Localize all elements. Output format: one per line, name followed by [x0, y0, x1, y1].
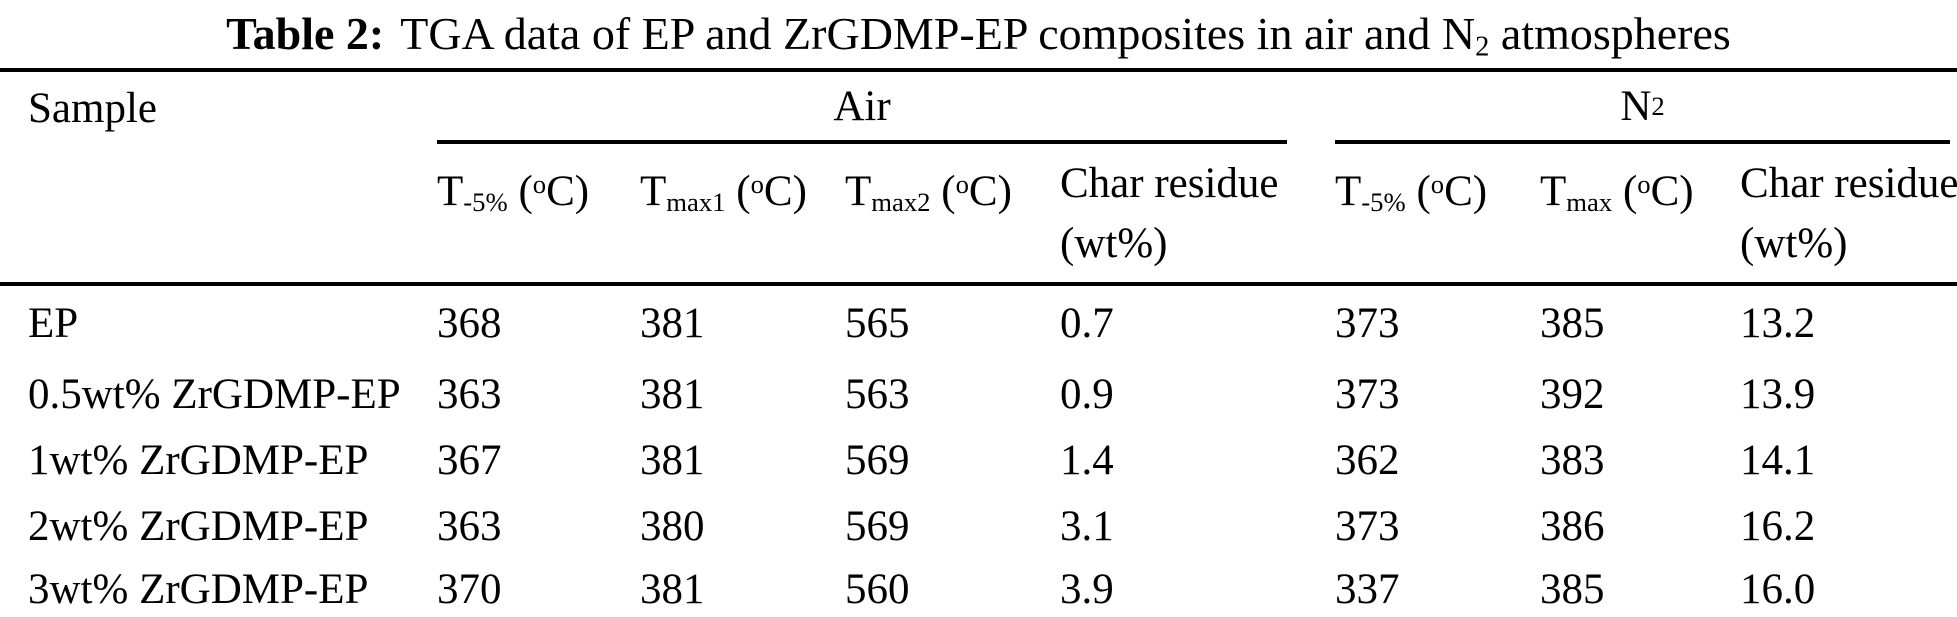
header-tmax-n2: Tmax (oC)	[1540, 148, 1741, 286]
value-cell: 381	[640, 436, 705, 484]
value-cell: 337	[1335, 565, 1400, 613]
value-cell: 373	[1335, 300, 1400, 347]
value-cell: 3.1	[1060, 502, 1114, 550]
table-row: 3wt% ZrGDMP-EP 370 381 560 3.9 337 385 1…	[0, 559, 1957, 617]
sample-cell: 1wt% ZrGDMP-EP	[28, 436, 369, 484]
sample-cell: 2wt% ZrGDMP-EP	[28, 502, 369, 550]
value-cell: 370	[437, 565, 502, 613]
column-header-row: T-5% (oC) Tmax1 (oC) Tmax2 (oC) Char res…	[0, 148, 1957, 286]
table-row: 2wt% ZrGDMP-EP 363 380 569 3.1 373 386 1…	[0, 493, 1957, 559]
value-cell: 569	[845, 502, 910, 550]
value-cell: 383	[1540, 436, 1605, 484]
header-tmax1-air: Tmax1 (oC)	[640, 148, 845, 286]
value-cell: 563	[845, 370, 910, 418]
value-cell: 1.4	[1060, 436, 1114, 484]
value-cell: 367	[437, 436, 502, 484]
value-cell: 381	[640, 300, 705, 347]
value-cell: 565	[845, 300, 910, 347]
sample-cell: 0.5wt% ZrGDMP-EP	[28, 370, 401, 418]
sample-cell: 3wt% ZrGDMP-EP	[28, 565, 369, 613]
table-row: 0.5wt% ZrGDMP-EP 363 381 563 0.9 373 392…	[0, 361, 1957, 427]
sample-cell: EP	[28, 300, 79, 347]
value-cell: 373	[1335, 370, 1400, 418]
value-cell: 392	[1540, 370, 1605, 418]
value-cell: 386	[1540, 502, 1605, 550]
value-cell: 13.2	[1740, 300, 1816, 347]
value-cell: 362	[1335, 436, 1400, 484]
value-cell: 363	[437, 370, 502, 418]
value-cell: 368	[437, 300, 502, 347]
value-cell: 3.9	[1060, 565, 1114, 613]
table-caption: Table 2: TGA data of EP and ZrGDMP-EP com…	[0, 0, 1957, 68]
value-cell: 385	[1540, 300, 1605, 347]
header-t5-n2: T-5% (oC)	[1335, 148, 1541, 286]
header-char-air: Char residue (wt%)	[1060, 148, 1336, 286]
value-cell: 381	[640, 370, 705, 418]
table-row: 1wt% ZrGDMP-EP 367 381 569 1.4 362 383 1…	[0, 427, 1957, 493]
header-t5-air: T-5% (oC)	[437, 148, 640, 286]
value-cell: 373	[1335, 502, 1400, 550]
value-cell: 560	[845, 565, 910, 613]
value-cell: 385	[1540, 565, 1605, 613]
value-cell: 14.1	[1740, 436, 1816, 484]
header-group-air-label: Air	[437, 72, 1288, 144]
table-row: EP 368 381 565 0.7 373 385 13.2	[0, 284, 1957, 361]
value-cell: 16.0	[1740, 565, 1816, 613]
table-caption-text: TGA data of EP and ZrGDMP-EP composites …	[400, 8, 1731, 63]
header-tmax2-air: Tmax2 (oC)	[845, 148, 1060, 286]
header-char-n2: Char residue (wt%)	[1740, 148, 1957, 286]
value-cell: 569	[845, 436, 910, 484]
value-cell: 380	[640, 502, 705, 550]
table-caption-label: Table 2:	[226, 8, 385, 59]
value-cell: 16.2	[1740, 502, 1816, 550]
value-cell: 0.9	[1060, 370, 1114, 418]
header-sample: Sample	[0, 70, 437, 286]
value-cell: 381	[640, 565, 705, 613]
value-cell: 0.7	[1060, 300, 1114, 347]
value-cell: 13.9	[1740, 370, 1816, 418]
value-cell: 363	[437, 502, 502, 550]
header-group-air: Air	[437, 70, 1335, 148]
